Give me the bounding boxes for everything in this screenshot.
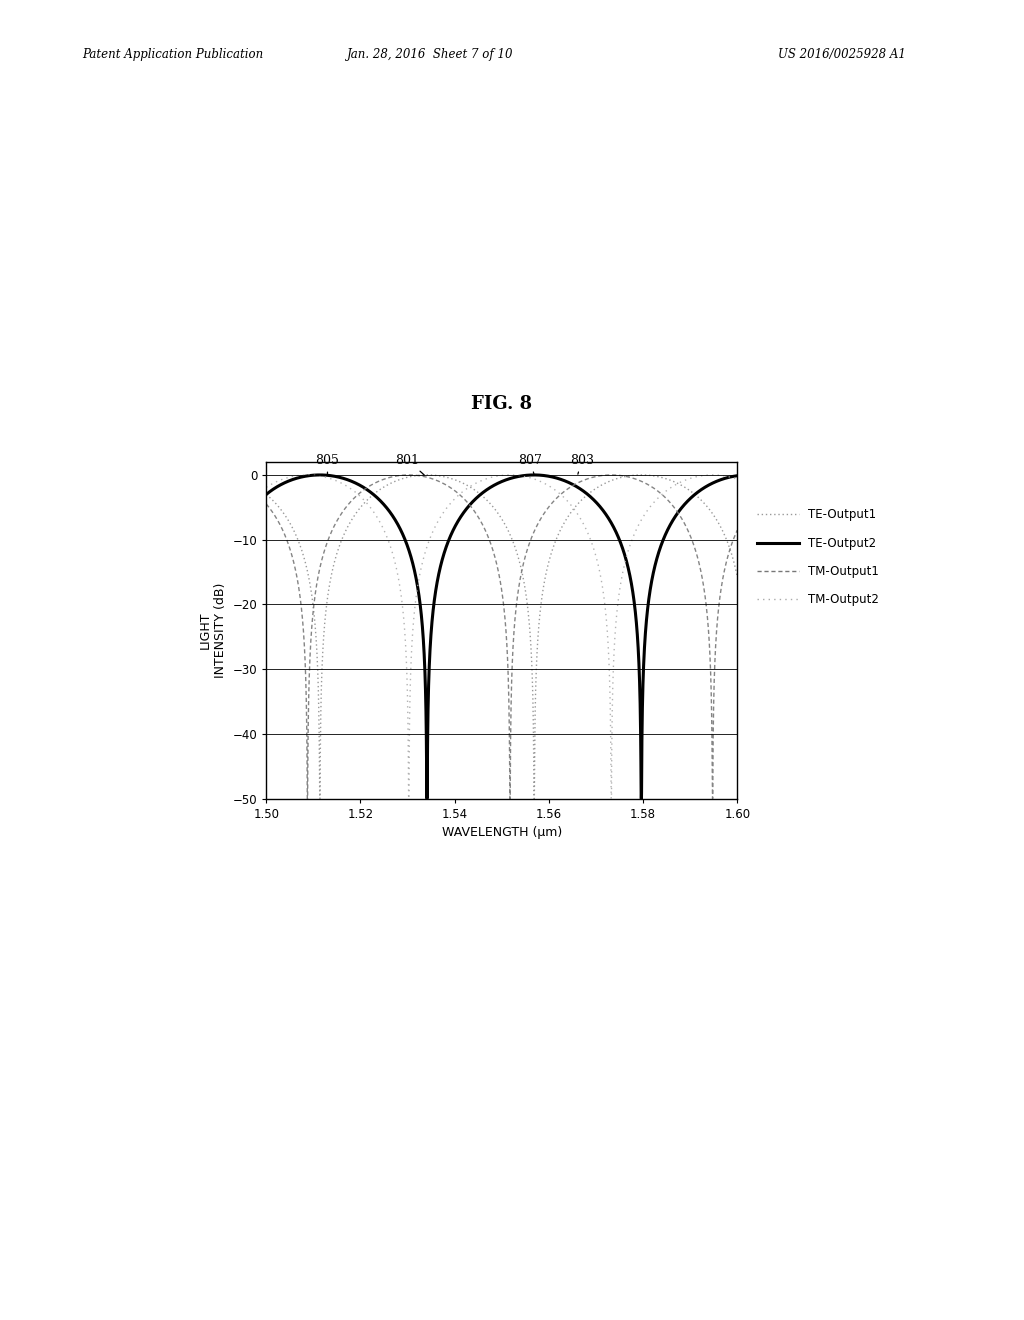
Text: Patent Application Publication: Patent Application Publication: [82, 48, 263, 61]
Text: Jan. 28, 2016  Sheet 7 of 10: Jan. 28, 2016 Sheet 7 of 10: [347, 48, 513, 61]
Legend: TE-Output1, TE-Output2, TM-Output1, TM-Output2: TE-Output1, TE-Output2, TM-Output1, TM-O…: [758, 508, 879, 606]
Y-axis label: LIGHT
INTENSITY (dB): LIGHT INTENSITY (dB): [199, 582, 227, 678]
X-axis label: WAVELENGTH (μm): WAVELENGTH (μm): [441, 826, 562, 840]
Text: 801: 801: [395, 454, 424, 475]
Text: 807: 807: [518, 454, 542, 474]
Title: FIG. 8: FIG. 8: [471, 395, 532, 413]
Text: 803: 803: [569, 454, 594, 474]
Text: US 2016/0025928 A1: US 2016/0025928 A1: [778, 48, 906, 61]
Text: 805: 805: [315, 454, 339, 474]
